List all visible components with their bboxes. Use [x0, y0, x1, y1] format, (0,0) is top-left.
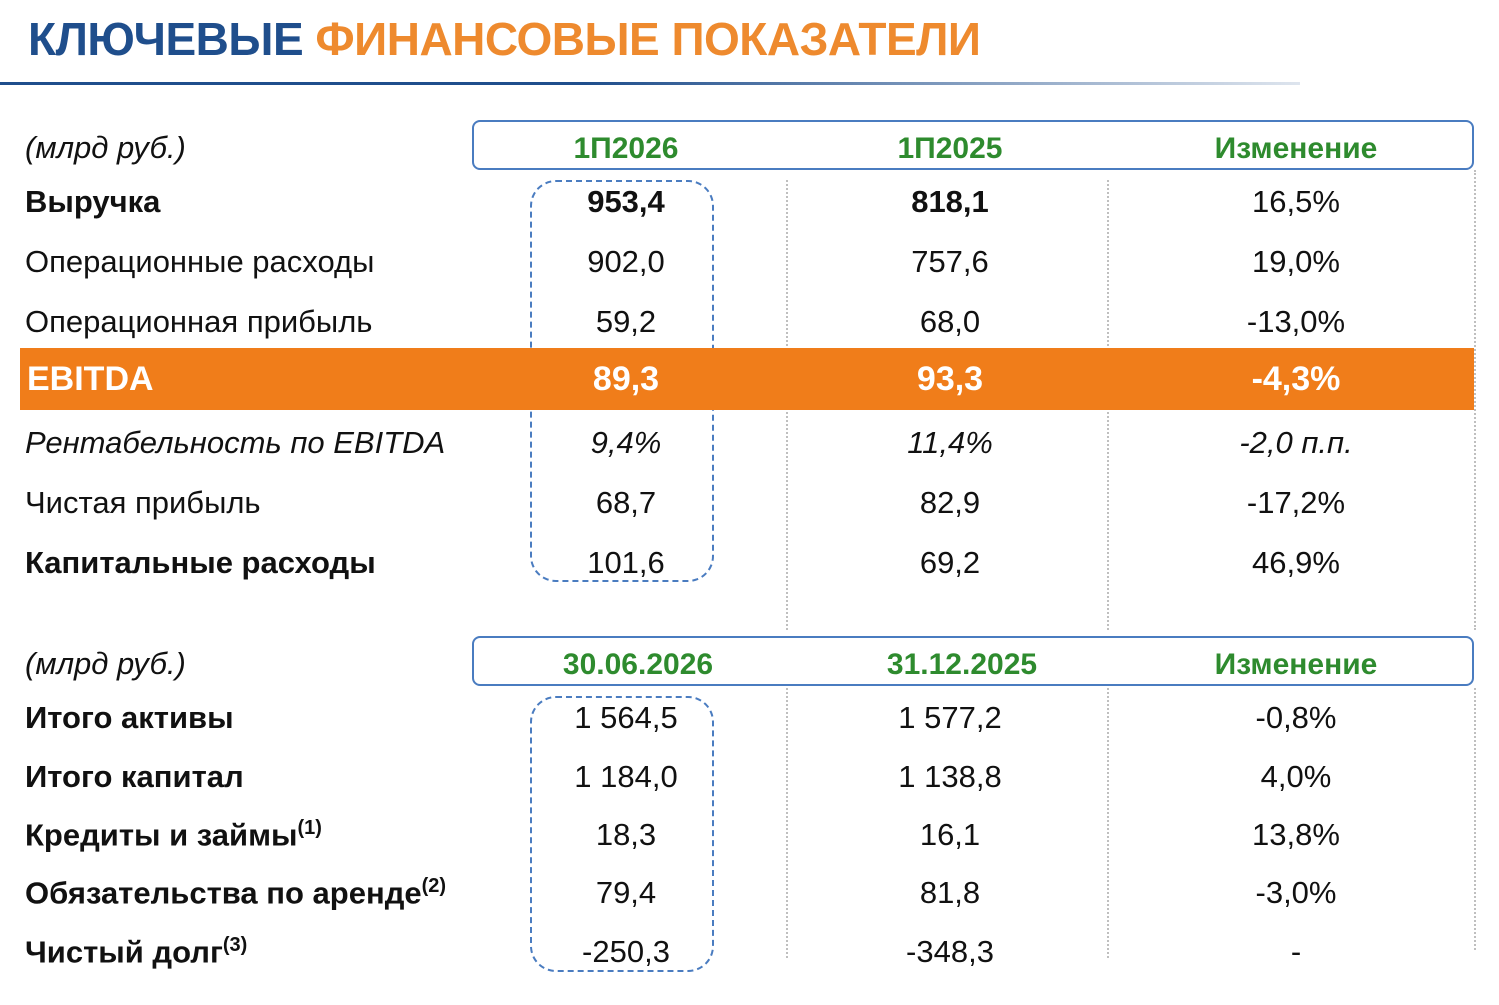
row-value: -2,0 п.п.	[1239, 425, 1353, 460]
table1-header-col2: 1П2025	[897, 132, 1003, 165]
column-divider	[786, 688, 788, 958]
table1-header-col1: 1П2026	[573, 132, 679, 165]
row-value: 1 184,0	[574, 759, 678, 794]
table-row: Выручка 953,4 818,1 16,5%	[0, 184, 1499, 234]
table-row: Итого активы 1 564,5 1 577,2 -0,8%	[0, 700, 1499, 750]
row-value: -348,3	[906, 934, 994, 969]
column-divider	[1474, 170, 1476, 630]
row-label: Рентабельность по EBITDA	[25, 425, 446, 460]
footnote-marker: (3)	[222, 934, 248, 956]
row-value: -250,3	[582, 934, 670, 969]
row-label: Операционные расходы	[25, 244, 375, 279]
row-label: EBITDA	[27, 360, 154, 398]
row-value: 19,0%	[1252, 244, 1340, 279]
page-title: КЛЮЧЕВЫЕ ФИНАНСОВЫЕ ПОКАЗАТЕЛИ	[28, 12, 981, 66]
table-row: Чистый долг(3) -250,3 -348,3 -	[0, 934, 1499, 984]
row-label: Кредиты и займы(1)	[25, 817, 322, 853]
row-value: -3,0%	[1255, 875, 1337, 910]
table1-header-col3: Изменение	[1214, 132, 1378, 165]
table2-header-col1: 30.06.2026	[562, 648, 714, 681]
row-value: -13,0%	[1246, 304, 1346, 339]
highlight-column-current-date	[530, 696, 714, 972]
table1-unit: (млрд руб.)	[25, 130, 186, 165]
column-divider	[1107, 688, 1109, 958]
row-value: 89,3	[592, 360, 660, 398]
row-value: 16,1	[919, 817, 981, 852]
row-label: Итого активы	[25, 700, 234, 735]
row-value: 818,1	[911, 184, 989, 219]
table-row: Обязательства по аренде(2) 79,4 81,8 -3,…	[0, 875, 1499, 925]
row-label: Обязательства по аренде(2)	[25, 875, 446, 911]
table2-header-col2: 31.12.2025	[886, 648, 1038, 681]
table-row: Операционные расходы 902,0 757,6 19,0%	[0, 244, 1499, 294]
title-underline	[0, 82, 1300, 85]
table2-header-col3: Изменение	[1214, 648, 1378, 681]
table-row: Рентабельность по EBITDA 9,4% 11,4% -2,0…	[0, 425, 1499, 475]
footnote-marker: (2)	[421, 875, 447, 897]
table-row: Чистая прибыль 68,7 82,9 -17,2%	[0, 485, 1499, 535]
row-value: 68,0	[919, 304, 981, 339]
row-value: 46,9%	[1252, 545, 1340, 580]
row-label-text: Чистый долг	[25, 934, 223, 970]
row-value: 18,3	[595, 817, 657, 852]
row-value: 81,8	[919, 875, 981, 910]
table-row: Капитальные расходы 101,6 69,2 46,9%	[0, 545, 1499, 595]
table-row: Кредиты и займы(1) 18,3 16,1 13,8%	[0, 817, 1499, 867]
title-part-1: КЛЮЧЕВЫЕ	[28, 13, 304, 65]
row-label-text: Кредиты и займы	[25, 817, 298, 853]
ebitda-row: EBITDA 89,3 93,3 -4,3%	[20, 348, 1474, 410]
row-value: 4,0%	[1260, 759, 1332, 794]
row-value: -	[1290, 934, 1302, 969]
row-value: 69,2	[919, 545, 981, 580]
row-label: Капитальные расходы	[25, 545, 376, 580]
table-row: Операционная прибыль 59,2 68,0 -13,0%	[0, 304, 1499, 354]
row-value: 68,7	[595, 485, 657, 520]
row-value: 1 564,5	[574, 700, 678, 735]
row-label: Итого капитал	[25, 759, 244, 794]
row-value: 953,4	[587, 184, 665, 219]
table1-header: 1П2026 1П2025 Изменение	[472, 120, 1474, 170]
row-label: Выручка	[25, 184, 161, 219]
row-value: 1 577,2	[898, 700, 1002, 735]
row-label: Операционная прибыль	[25, 304, 373, 339]
row-label: Чистый долг(3)	[25, 934, 247, 970]
row-value: -17,2%	[1246, 485, 1346, 520]
row-value: 13,8%	[1252, 817, 1340, 852]
row-label: Чистая прибыль	[25, 485, 261, 520]
row-value: 16,5%	[1252, 184, 1340, 219]
row-value: 93,3	[916, 360, 984, 398]
row-value: 757,6	[911, 244, 989, 279]
row-value: 79,4	[595, 875, 657, 910]
title-part-2: ФИНАНСОВЫЕ ПОКАЗАТЕЛИ	[315, 13, 981, 65]
row-value: 101,6	[587, 545, 665, 580]
row-value: 1 138,8	[898, 759, 1002, 794]
table2-unit: (млрд руб.)	[25, 646, 186, 681]
row-value: 59,2	[595, 304, 657, 339]
column-divider	[1474, 688, 1476, 950]
footnote-marker: (1)	[297, 817, 322, 839]
row-value: -4,3%	[1251, 360, 1341, 398]
row-value: 9,4%	[590, 425, 662, 460]
row-value: -0,8%	[1255, 700, 1337, 735]
row-value: 11,4%	[907, 425, 993, 460]
row-value: 82,9	[919, 485, 981, 520]
row-label-text: Обязательства по аренде	[25, 875, 422, 911]
table-row: Итого капитал 1 184,0 1 138,8 4,0%	[0, 759, 1499, 809]
row-value: 902,0	[587, 244, 665, 279]
table2-header: 30.06.2026 31.12.2025 Изменение	[472, 636, 1474, 686]
